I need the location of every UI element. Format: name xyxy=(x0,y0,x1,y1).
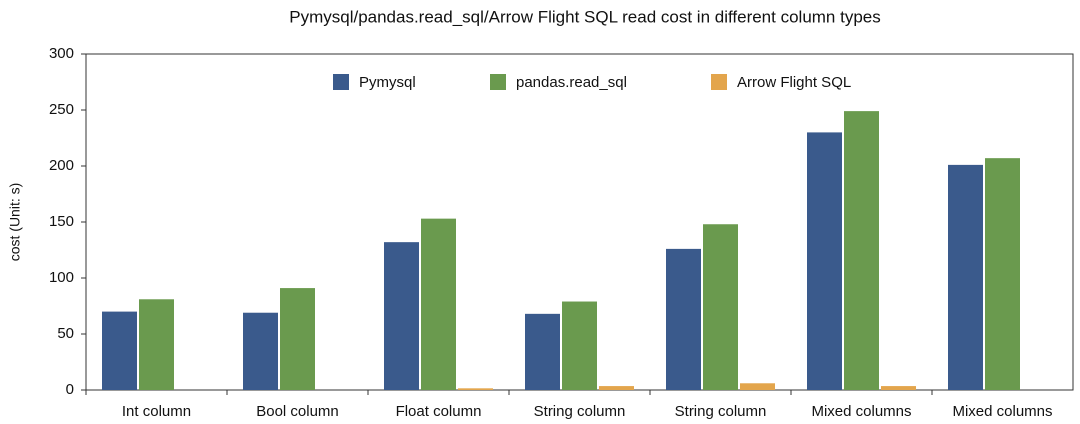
x-tick-label: Bool column xyxy=(256,403,339,420)
y-tick-label: 250 xyxy=(49,101,74,118)
bar xyxy=(280,288,315,390)
y-tick-label: 200 xyxy=(49,157,74,174)
legend-label: Pymysql xyxy=(359,74,416,91)
bar xyxy=(525,313,560,390)
x-tick-label: Mixed columns xyxy=(811,403,911,420)
bar xyxy=(139,299,174,390)
bar xyxy=(985,158,1020,390)
legend-label: pandas.read_sql xyxy=(516,74,627,91)
bar xyxy=(421,218,456,390)
x-tick-label: Mixed columns xyxy=(952,403,1052,420)
x-tick-label: Float column xyxy=(396,403,482,420)
bar xyxy=(384,242,419,390)
bar xyxy=(458,388,493,390)
chart-title: Pymysql/pandas.read_sql/Arrow Flight SQL… xyxy=(289,7,881,26)
y-tick-label: 0 xyxy=(66,381,74,398)
legend-swatch xyxy=(711,74,727,90)
bar xyxy=(881,386,916,390)
bar xyxy=(243,312,278,390)
bar xyxy=(599,386,634,390)
x-tick-label: Int column xyxy=(122,403,191,420)
y-tick-label: 300 xyxy=(49,45,74,62)
bar xyxy=(948,164,983,390)
bar xyxy=(740,383,775,390)
legend-label: Arrow Flight SQL xyxy=(737,74,851,91)
bar xyxy=(807,132,842,390)
y-tick-label: 150 xyxy=(49,213,74,230)
bar xyxy=(562,301,597,390)
legend-swatch xyxy=(490,74,506,90)
y-tick-label: 50 xyxy=(57,325,74,342)
x-tick-label: String column xyxy=(675,403,767,420)
bar xyxy=(844,111,879,391)
bar xyxy=(666,248,701,390)
bar xyxy=(703,224,738,390)
y-axis-label: cost (Unit: s) xyxy=(7,183,23,262)
legend-swatch xyxy=(333,74,349,90)
y-tick-label: 100 xyxy=(49,269,74,286)
bar xyxy=(102,311,137,390)
x-tick-label: String column xyxy=(534,403,626,420)
